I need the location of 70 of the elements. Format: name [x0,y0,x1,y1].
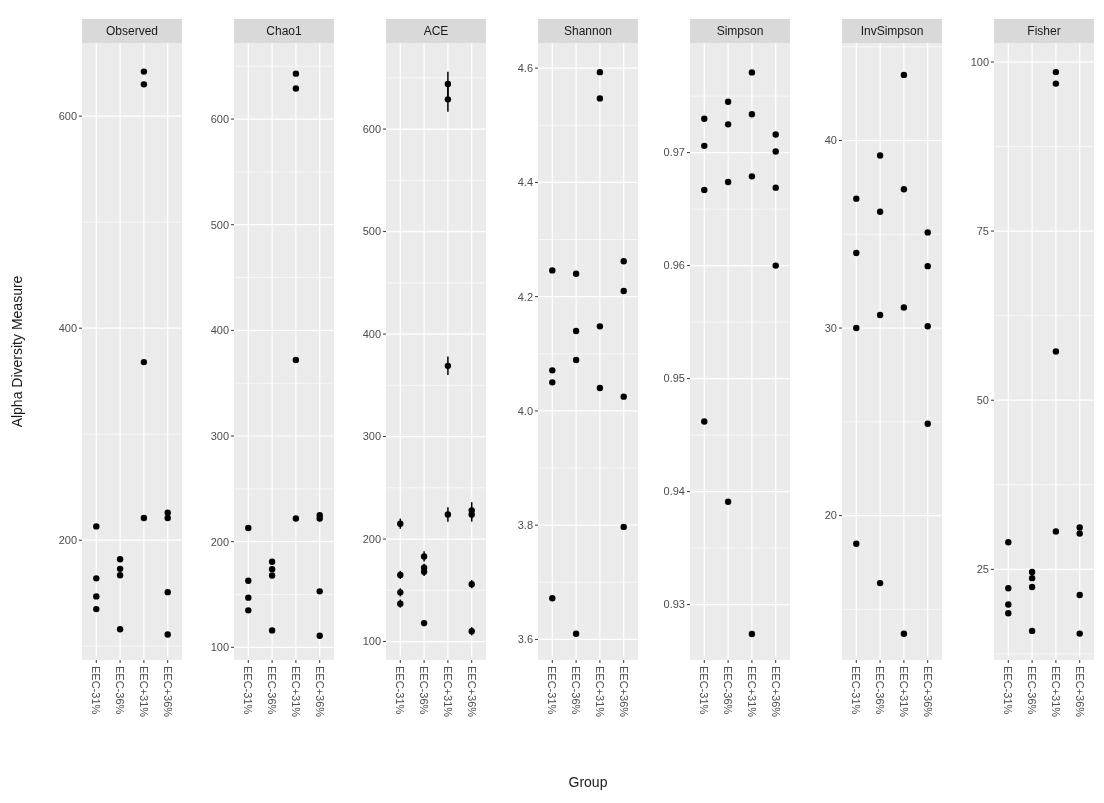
x-tick-label: EEC-31% [546,666,559,715]
x-tick-label: EEC+36% [465,666,478,718]
x-tick-label: EEC-31% [90,666,103,715]
y-tick-label: 600 [58,110,77,122]
x-tick-label: EEC-36% [266,666,279,715]
x-tick-label: EEC+36% [1073,666,1086,718]
x-tick-label: EEC+31% [746,666,759,718]
y-tick-label: 100 [970,55,989,68]
y-tick-label: 25 [976,563,989,576]
y-tick-label: 0.96 [663,259,685,272]
x-tick-label: EEC-36% [570,666,583,715]
x-tick-label: EEC+31% [898,666,911,718]
x-tick-label: EEC+31% [290,666,303,718]
y-tick-label: 500 [210,218,229,231]
y-tick-label: 30 [824,321,837,334]
x-tick-label: EEC-31% [394,666,407,715]
y-tick-label: 300 [210,429,229,442]
x-tick-label: EEC+31% [138,666,151,718]
x-tick-label: EEC+36% [921,666,934,718]
y-tick-label: 200 [210,535,229,548]
x-tick-label: EEC+36% [161,666,174,718]
y-tick-label: 75 [976,224,989,237]
x-tick-label: EEC-36% [114,666,127,715]
y-tick-label: 4.2 [517,290,533,303]
x-tick-label: EEC+31% [1050,666,1063,718]
x-tick-label: EEC-31% [242,666,255,715]
x-tick-label: EEC-31% [698,666,711,715]
y-tick-label: 0.94 [663,485,685,498]
chart-title: Chao1 [266,24,302,38]
x-axis-title: Group [568,774,608,790]
y-tick-label: 400 [58,322,77,335]
x-tick-label: EEC+31% [594,666,607,718]
y-tick-label: 600 [362,122,381,135]
y-tick-label: 50 [976,394,989,407]
y-tick-label: 4.4 [517,176,533,189]
y-tick-label: 3.8 [517,519,533,532]
x-tick-label: EEC-31% [850,666,863,715]
chart-title: Observed [105,24,159,38]
y-tick-label: 200 [362,532,381,545]
y-tick-label: 0.97 [663,146,685,159]
x-tick-label: EEC+36% [769,666,782,718]
chart-title: ACE [423,24,449,38]
y-tick-label: 200 [58,534,77,547]
y-tick-label: 0.93 [663,598,685,611]
y-tick-label: 3.6 [517,633,533,646]
x-tick-label: EEC+36% [617,666,630,718]
y-tick-label: 40 [824,134,837,147]
y-tick-label: 20 [824,509,837,522]
x-tick-label: EEC-31% [1002,666,1015,715]
y-tick-label: 4.0 [517,404,533,417]
y-tick-label: 0.95 [663,372,685,385]
y-tick-label: 100 [210,641,229,654]
x-tick-label: EEC-36% [874,666,887,715]
y-axis-title: Alpha Diversity Measure [9,275,25,428]
chart-title: Simpson [716,24,764,38]
chart-title: Shannon [563,24,613,38]
y-tick-label: 300 [362,430,381,443]
x-tick-label: EEC-36% [1026,666,1039,715]
y-tick-label: 500 [362,225,381,238]
y-tick-label: 4.6 [517,61,533,74]
chart-title: InvSimpson [860,24,924,38]
y-tick-label: 600 [210,112,229,125]
y-tick-label: 100 [362,635,381,648]
x-tick-label: EEC-36% [722,666,735,715]
chart-title: Fisher [1027,24,1061,38]
x-tick-label: EEC+36% [313,666,326,718]
y-tick-label: 400 [210,324,229,337]
y-tick-label: 400 [362,327,381,340]
x-tick-label: EEC+31% [442,666,455,718]
x-tick-label: EEC-36% [418,666,431,715]
